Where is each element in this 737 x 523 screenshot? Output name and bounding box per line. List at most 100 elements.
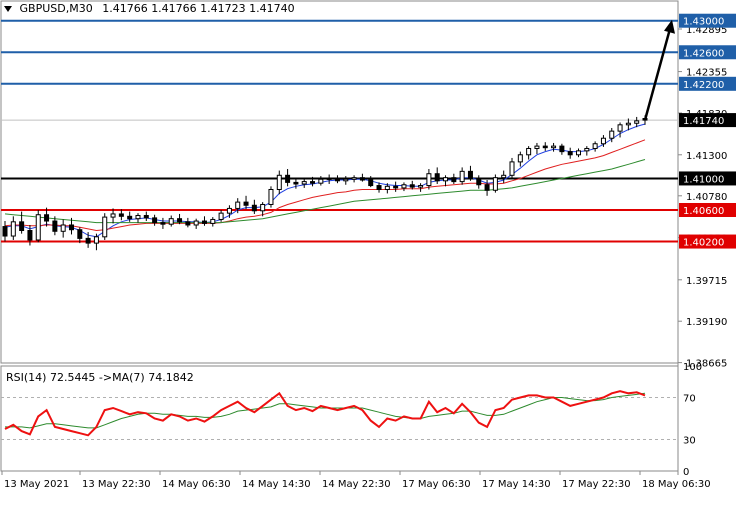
candle: [509, 157, 515, 179]
candle-body: [492, 177, 498, 191]
candle-body: [634, 120, 640, 124]
candle: [401, 182, 407, 192]
level-label: 1.40600: [683, 206, 724, 217]
candle: [359, 173, 365, 182]
candle-body: [193, 220, 199, 226]
price-tick-label: 1.40780: [686, 192, 727, 203]
candle: [177, 213, 183, 225]
candle-body: [260, 203, 266, 212]
candle: [68, 217, 74, 235]
level-label: 1.41740: [683, 116, 724, 127]
candle-body: [426, 173, 432, 187]
candle-body: [110, 213, 116, 218]
candle-body: [293, 181, 299, 185]
level-label-box: [679, 113, 736, 128]
candle-body: [93, 236, 99, 244]
candle-body: [625, 122, 631, 126]
candle-body: [52, 220, 58, 232]
candle-body: [326, 177, 332, 180]
candle: [285, 168, 291, 187]
candle: [210, 217, 216, 227]
candle-body: [177, 218, 183, 223]
candle-body: [85, 237, 91, 244]
candle: [426, 168, 432, 190]
candle-body: [584, 147, 590, 152]
candle-body: [44, 214, 50, 222]
candle: [35, 209, 41, 243]
candle: [343, 176, 349, 185]
candle-body: [517, 154, 523, 163]
symbol-header: GBPUSD,M30 1.41766 1.41766 1.41723 1.417…: [4, 2, 295, 15]
candle: [501, 170, 507, 184]
candle-body: [285, 174, 291, 183]
candle-body: [384, 185, 390, 190]
candle-body: [576, 150, 582, 156]
price-tick-label: 1.42355: [686, 68, 727, 79]
candle: [2, 221, 8, 242]
candle-body: [185, 221, 191, 226]
candle: [351, 175, 357, 183]
candle: [44, 207, 50, 227]
dropdown-icon[interactable]: [4, 6, 12, 12]
candle-body: [501, 174, 507, 179]
candle-body: [551, 145, 557, 149]
candle: [10, 216, 16, 240]
candle: [625, 118, 631, 131]
candle-body: [451, 177, 457, 183]
candle: [567, 147, 573, 159]
candle-body: [600, 137, 606, 145]
candle: [418, 183, 424, 192]
candle-body: [418, 185, 424, 188]
time-tick-label: 14 May 14:30: [242, 479, 311, 490]
price-tick-label: 1.41300: [686, 151, 727, 162]
candle: [484, 180, 490, 196]
candle: [526, 146, 532, 160]
candle-body: [509, 161, 515, 176]
candle: [384, 183, 390, 194]
forecast-arrow-head: [664, 19, 675, 34]
candle-body: [251, 204, 257, 212]
candle: [542, 142, 548, 151]
level-label: 1.42600: [683, 48, 724, 59]
time-tick-label: 13 May 2021: [4, 479, 69, 490]
candle: [243, 195, 249, 210]
level-label-box: [679, 171, 736, 186]
candle: [393, 181, 399, 192]
rsi-panel: [0, 365, 679, 472]
candle-body: [334, 177, 340, 182]
candle-body: [310, 181, 316, 184]
time-tick-label: 18 May 06:30: [642, 479, 711, 490]
candle-body: [343, 178, 349, 182]
ma-line: [4, 123, 646, 238]
candle-body: [617, 124, 623, 132]
candle-body: [434, 173, 440, 182]
candle: [293, 177, 299, 189]
candle: [551, 142, 557, 152]
level-label-box: [679, 45, 736, 60]
candle-body: [467, 170, 473, 179]
candle: [334, 175, 340, 184]
candle: [52, 216, 58, 236]
candle: [476, 175, 482, 189]
candle: [193, 218, 199, 229]
time-tick-label: 17 May 22:30: [562, 479, 631, 490]
candle: [143, 211, 149, 222]
candle: [600, 135, 606, 147]
candle-body: [235, 201, 241, 209]
candle: [409, 180, 415, 190]
candle-body: [201, 220, 207, 224]
candle-body: [459, 170, 465, 183]
candle: [318, 176, 324, 186]
candle: [443, 175, 449, 187]
rsi-ma-line: [5, 392, 646, 429]
candle-body: [2, 226, 8, 237]
candle: [185, 217, 191, 228]
candle: [634, 116, 640, 128]
candle-body: [368, 179, 374, 187]
level-label-box: [679, 13, 736, 28]
candle: [268, 186, 274, 208]
candle-body: [376, 185, 382, 190]
candle-body: [127, 215, 133, 220]
time-tick-label: 14 May 22:30: [322, 479, 391, 490]
